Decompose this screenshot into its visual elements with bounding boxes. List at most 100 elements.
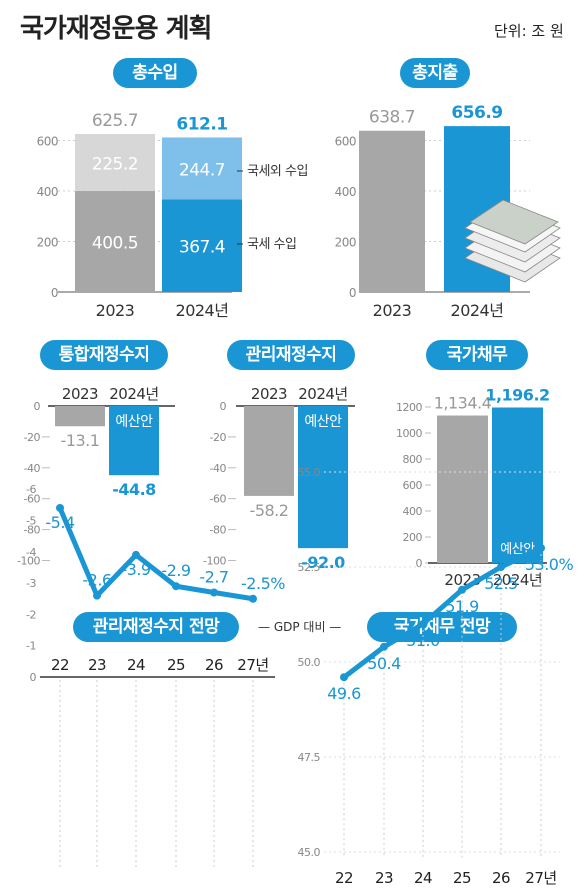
managed-bar-0 <box>244 406 294 496</box>
expenditure-y-tick: 200 <box>335 236 356 250</box>
managed-outlook-y-tick: -2 <box>26 608 36 621</box>
expenditure-y-tick: 400 <box>335 185 356 199</box>
revenue-tax-value: 367.4 <box>179 238 225 258</box>
revenue-y-tick: 0 <box>51 286 58 300</box>
expenditure-x-tick: 2024년 <box>451 301 504 320</box>
expenditure-bar-0 <box>359 130 425 292</box>
revenue-label-nontax: 국세외 수입 <box>247 164 308 179</box>
balance-y-tick: 0 <box>34 400 41 413</box>
revenue-nontax-value: 244.7 <box>179 160 225 180</box>
balance-value: -13.1 <box>61 431 100 450</box>
debt-outlook-value: 53.0% <box>525 555 574 574</box>
debt-y-tick: 800 <box>403 453 423 466</box>
managed-outlook-point <box>93 591 101 600</box>
debt-y-tick: 400 <box>403 505 423 518</box>
debt-outlook-y-tick: 45.0 <box>298 846 321 859</box>
money-stack-icon <box>464 199 561 283</box>
page-title: 국가재정운용 계획 <box>20 14 212 44</box>
debt-y-tick: 600 <box>403 479 423 492</box>
debt-outlook-point <box>340 673 348 682</box>
debt-outlook-title: 국가채무 전망 <box>367 612 517 642</box>
balance-budget-tag: 예산안 <box>115 414 153 430</box>
debt-outlook-value: 52.5 <box>484 574 518 593</box>
debt-value: 1,196.2 <box>485 385 549 404</box>
managed-outlook-value: -2.9 <box>161 561 191 580</box>
balance-x-tick: 2024년 <box>109 385 158 403</box>
expenditure-x-tick: 2023 <box>373 301 412 320</box>
debt-value: 1,134.4 <box>434 394 492 413</box>
managed-outlook-x-tick: 24 <box>127 656 145 674</box>
revenue-total-value: 612.1 <box>176 114 227 134</box>
managed-x-tick: 2023 <box>251 385 287 403</box>
debt-outlook-x-tick: 27년 <box>525 869 556 887</box>
debt-y-tick: 1200 <box>396 401 422 414</box>
managed-bar-1 <box>298 406 348 549</box>
managed-y-tick: -60 <box>210 493 227 506</box>
managed-outlook-point <box>249 594 257 603</box>
debt-bar-1 <box>492 407 543 563</box>
expenditure-y-tick: 600 <box>335 135 356 149</box>
revenue-total-value: 625.7 <box>92 111 138 131</box>
debt-title: 국가채무 <box>426 340 528 370</box>
managed-outlook-y-tick: -1 <box>26 640 36 653</box>
balance-y-tick: -40 <box>24 462 41 475</box>
balance-title: 통합재정수지 <box>40 340 168 370</box>
managed-outlook-y-tick: -4 <box>26 546 36 559</box>
debt-outlook-value: 51.9 <box>445 597 479 616</box>
debt-outlook-value: 49.6 <box>327 684 361 703</box>
managed-outlook-title: 관리재정수지 전망 <box>73 612 239 642</box>
revenue-y-tick: 200 <box>37 236 58 250</box>
managed-y-tick: -100 <box>203 555 226 568</box>
revenue-bar-tax-1 <box>162 199 242 292</box>
debt-outlook-y-tick: 50.0 <box>298 656 321 669</box>
revenue-y-tick: 600 <box>37 135 58 149</box>
debt-outlook-x-tick: 23 <box>375 869 393 887</box>
managed-outlook-x-tick: 27년 <box>237 656 268 674</box>
expenditure-y-tick: 0 <box>349 286 356 300</box>
managed-y-tick: -20 <box>210 431 227 444</box>
debt-outlook-x-tick: 25 <box>453 869 471 887</box>
revenue-y-tick: 400 <box>37 185 58 199</box>
debt-outlook-value: 51.0 <box>406 631 440 650</box>
managed-outlook-x-tick: 23 <box>88 656 106 674</box>
debt-outlook-y-tick: 55.0 <box>298 466 321 479</box>
managed-outlook-line <box>57 505 256 602</box>
managed-outlook-value: -2.7 <box>199 567 228 586</box>
managed-outlook-point <box>132 550 140 559</box>
managed-outlook-y-tick: -6 <box>26 483 36 496</box>
debt-x-tick: 2024년 <box>493 571 542 589</box>
managed-outlook-value: -3.9 <box>121 560 151 579</box>
balance-y-tick: -60 <box>24 493 41 506</box>
debt-y-tick: 200 <box>403 531 423 544</box>
expenditure-value: 656.9 <box>451 103 502 123</box>
managed-outlook-value: -5.4 <box>45 513 75 532</box>
revenue-label-tax: 국세 수입 <box>247 237 296 252</box>
revenue-nontax-value: 225.2 <box>92 154 138 174</box>
debt-y-tick: 1000 <box>396 427 422 440</box>
revenue-bar-nontax-0 <box>75 134 155 191</box>
balance-bar-1 <box>109 406 159 476</box>
balance-value: -44.8 <box>112 480 156 499</box>
debt-bar-0 <box>437 415 488 563</box>
managed-outlook-x-tick: 26 <box>205 656 223 674</box>
balance-bar-0 <box>55 406 105 427</box>
debt-outlook-value: 50.4 <box>367 654 401 673</box>
managed-outlook-x-tick: 22 <box>51 656 69 674</box>
managed-title: 관리재정수지 <box>227 340 355 370</box>
debt-outlook-point <box>380 642 388 651</box>
balance-y-tick: -100 <box>17 555 40 568</box>
revenue-bar-tax-0 <box>75 190 155 292</box>
revenue-bar-nontax-1 <box>162 137 242 200</box>
debt-outlook-point <box>497 563 505 571</box>
debt-outlook-x-tick: 26 <box>492 869 510 887</box>
managed-y-tick: -40 <box>210 462 227 475</box>
revenue-x-tick: 2023 <box>96 301 135 320</box>
managed-outlook-point <box>56 503 64 512</box>
revenue-title: 총수입 <box>113 58 197 88</box>
revenue-tax-value: 400.5 <box>92 233 138 253</box>
managed-outlook-point <box>210 588 218 597</box>
gdp-label: — GDP 대비 — <box>258 620 342 634</box>
managed-outlook-y-tick: -3 <box>26 577 36 590</box>
